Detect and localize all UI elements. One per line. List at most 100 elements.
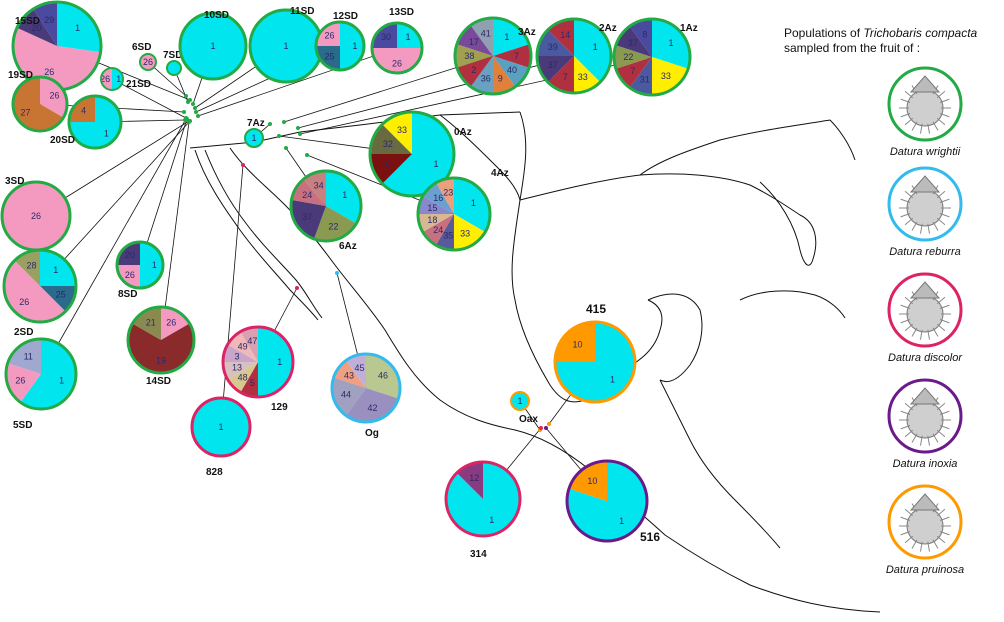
slice-label-15SD-3: 29: [44, 15, 54, 25]
pie-ring-3Az: [453, 16, 533, 96]
slice-label-13SD-2: 30: [381, 32, 391, 42]
slice-label-516-0: 1: [619, 516, 624, 526]
location-dot-14SD: [187, 120, 191, 124]
slice-label-129-2: 48: [238, 372, 248, 382]
slice-label-4Az-3: 24: [433, 225, 443, 235]
pie-ring-7Az: [244, 128, 264, 148]
slice-label-415-0: 1: [610, 375, 615, 385]
pie-7SD: 7SD: [163, 50, 182, 76]
slice-12SD-0: [340, 22, 364, 70]
slice-label-129-1: 5: [250, 378, 255, 388]
slice-3Az-0: [493, 18, 530, 56]
slice-2SD-0: [40, 250, 76, 286]
slice-label-1Az-5: 37: [628, 38, 638, 48]
slice-129-0: [258, 327, 293, 397]
pie-Oax: 1 Oax: [510, 391, 538, 425]
slice-label-6Az-1: 22: [328, 221, 338, 231]
slice-1Az-1: [652, 57, 689, 95]
legend-icons: [887, 66, 963, 560]
slice-3Az-2: [493, 56, 530, 87]
pie-ring-Oax: [510, 391, 530, 411]
legend-title-species: Trichobaris compacta: [863, 26, 978, 40]
slice-label-4Az-6: 16: [433, 193, 443, 203]
slice-label-15SD-0: 1: [75, 23, 80, 33]
slice-label-14SD-2: 21: [146, 317, 156, 327]
slice-10SD-0: [180, 13, 246, 79]
slice-label-1Az-1: 33: [661, 71, 671, 81]
slice-15SD-0: [57, 2, 101, 53]
slice-5SD-1: [6, 363, 42, 403]
slice-1Az-2: [629, 57, 652, 95]
slice-21SD-1: [101, 68, 112, 90]
slice-label-Og-2: 44: [341, 390, 351, 400]
slice-5SD-0: [20, 338, 77, 410]
pie-ring-415: [553, 320, 637, 404]
pie-21SD: 1 26 21SD: [100, 67, 151, 91]
slice-label-8SD-2: 20: [125, 250, 135, 260]
pie-ring-19SD: [11, 75, 69, 133]
location-dot-5SD: [184, 117, 188, 121]
slice-label-2Az-3: 37: [548, 60, 558, 70]
slice-label-13SD-1: 26: [392, 59, 402, 69]
slice-129-6: [240, 327, 258, 362]
slice-label-1Az-2: 31: [640, 74, 650, 84]
slice-Og-4: [346, 354, 366, 388]
slice-129-4: [223, 344, 258, 362]
legend-icon-3: [887, 378, 963, 454]
population-label-6Az: 6Az: [339, 241, 357, 252]
slice-label-6Az-0: 1: [342, 190, 347, 200]
connector-line-828: [220, 164, 244, 428]
slice-label-Og-3: 43: [344, 371, 354, 381]
slice-13SD-1: [372, 48, 422, 73]
pie-20SD: 1 4 20SD: [50, 94, 123, 150]
population-label-21SD: 21SD: [126, 79, 151, 90]
slice-1Az-0: [652, 19, 690, 69]
connector-line-13SD: [197, 47, 398, 117]
slice-3Az-7: [456, 25, 493, 56]
population-label-5SD: 5SD: [13, 420, 32, 431]
slice-12SD-1: [316, 46, 340, 70]
slice-label-2SD-0: 1: [53, 265, 58, 275]
slice-label-4Az-0: 1: [471, 198, 476, 208]
population-label-12SD: 12SD: [333, 11, 358, 22]
population-label-15SD: 15SD: [15, 16, 40, 27]
population-label-13SD: 13SD: [389, 7, 414, 18]
slice-516-1: [568, 461, 607, 501]
pie-ring-Og: [330, 352, 402, 424]
slice-6SD-0: [140, 54, 156, 70]
location-dot-19SD: [182, 110, 186, 114]
slice-label-14SD-0: 26: [166, 317, 176, 327]
slice-15SD-2: [16, 8, 57, 46]
pie-13SD: 1 26 30 13SD: [370, 7, 424, 75]
slice-label-3Az-2: 40: [507, 65, 517, 75]
slice-Og-0: [366, 354, 401, 399]
slice-1Az-3: [615, 57, 652, 88]
slice-3Az-1: [493, 44, 531, 68]
slice-0Az-2: [370, 124, 412, 154]
location-dot-415: [547, 422, 551, 426]
slice-1Az-6: [629, 19, 652, 57]
location-dot-7SD: [186, 100, 190, 104]
slice-label-Og-1: 42: [368, 403, 378, 413]
slice-label-314-1: 12: [469, 473, 479, 483]
map-outline: [189, 111, 881, 613]
slice-4Az-2: [436, 214, 454, 250]
pie-415: 1 10 415: [553, 302, 637, 404]
slice-label-129-0: 1: [277, 357, 282, 367]
population-label-19SD: 19SD: [8, 70, 33, 81]
legend-icon-0: [887, 66, 963, 142]
slice-8SD-0: [140, 242, 163, 288]
slice-label-15SD-1: 26: [44, 67, 54, 77]
pie-11SD: 1 11SD: [248, 6, 324, 84]
pie-ring-6Az: [289, 169, 363, 243]
slice-label-12SD-0: 1: [352, 41, 357, 51]
slice-label-1Az-6: 8: [642, 30, 647, 40]
slice-11SD-0: [250, 10, 322, 82]
slice-Og-2: [332, 377, 366, 416]
slice-label-5SD-0: 1: [59, 376, 64, 386]
